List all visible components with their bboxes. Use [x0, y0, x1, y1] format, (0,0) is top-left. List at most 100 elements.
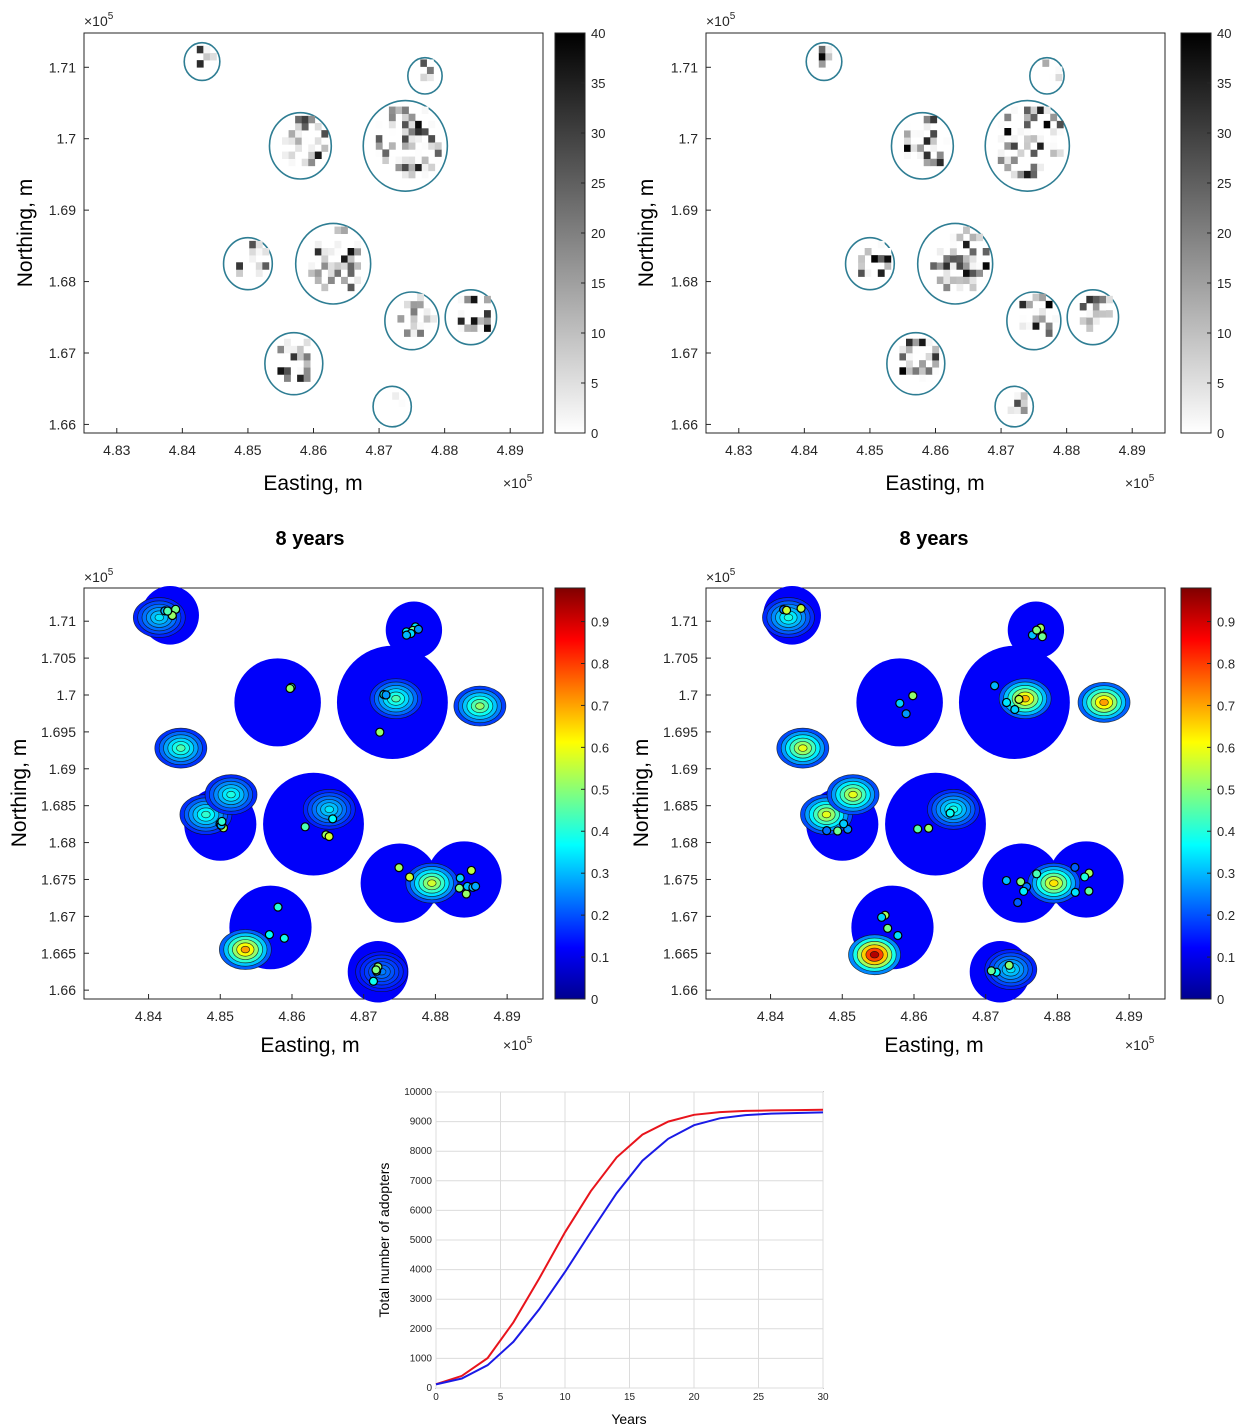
local-contour — [300, 822, 310, 832]
density-cell — [910, 130, 918, 138]
density-cell — [327, 262, 335, 270]
density-cell — [402, 156, 409, 165]
density-cell — [1037, 142, 1044, 150]
density-cell — [1030, 106, 1038, 115]
density-cell — [301, 115, 309, 124]
density-cell — [943, 276, 951, 285]
density-cell — [917, 151, 924, 160]
density-cell — [925, 353, 933, 361]
hotspot-contour — [848, 790, 858, 799]
density-cell — [403, 329, 411, 337]
density-cell — [209, 53, 217, 61]
colorbar-tick-label: 0.3 — [591, 866, 609, 881]
cluster-boundary — [1029, 56, 1065, 95]
density-cell — [899, 353, 907, 361]
local-contour — [1013, 897, 1023, 908]
cluster-boundary — [1006, 291, 1062, 351]
density-cell — [1010, 135, 1018, 143]
density-cell — [421, 170, 429, 179]
density-cell — [421, 156, 429, 165]
density-layer — [805, 41, 1120, 428]
density-cell — [1020, 392, 1028, 400]
density-cell — [327, 269, 335, 277]
density-cell — [290, 345, 298, 354]
local-contour — [1070, 862, 1080, 872]
colorbar-tick-label: 0 — [1217, 992, 1224, 1007]
local-contour — [1001, 697, 1012, 708]
panel-bottom: 0 5 10 15 20 25 30 0 1000 2000 3000 4000 5000 6000 700… — [376, 1087, 829, 1427]
colorbar-tick-label: 0.8 — [591, 656, 609, 671]
density-cell — [1052, 315, 1060, 323]
density-cell — [255, 262, 263, 270]
x-tick-label: 4.89 — [497, 442, 524, 458]
density-cell — [410, 300, 418, 309]
hotspot-contour — [201, 810, 211, 819]
density-cell — [395, 156, 403, 165]
y-tick-label: 1.66 — [671, 416, 698, 432]
density-cell — [949, 255, 957, 263]
local-contour — [273, 902, 283, 912]
series-lines — [435, 1108, 824, 1386]
gridlines — [435, 1091, 824, 1389]
density-cell — [1010, 142, 1018, 150]
density-cell — [997, 149, 1005, 157]
density-cell — [919, 374, 926, 382]
density-cell — [923, 123, 931, 131]
colorbar — [554, 587, 586, 1000]
region — [360, 843, 439, 923]
density-cell — [858, 255, 865, 263]
local-contour — [1016, 877, 1026, 887]
local-contour — [1032, 625, 1042, 635]
y-tick-label: 1.66 — [671, 982, 698, 998]
density-cell — [249, 240, 257, 249]
density-cell — [1004, 142, 1012, 150]
y-tick-label: 1000 — [410, 1353, 433, 1364]
density-cell — [402, 113, 409, 122]
x-tick-label: 4.84 — [135, 1008, 162, 1024]
density-cell — [426, 66, 434, 75]
density-cell — [1014, 406, 1022, 415]
density-cell — [1045, 300, 1053, 309]
density-cell — [421, 142, 429, 150]
density-cell — [483, 317, 491, 325]
local-contour — [1070, 887, 1080, 897]
density-cell — [430, 315, 438, 323]
density-cell — [288, 137, 296, 145]
density-cell — [930, 262, 938, 270]
density-cell — [341, 248, 348, 256]
density-cell — [997, 120, 1005, 129]
density-cell — [301, 137, 309, 145]
density-cell — [395, 163, 403, 172]
density-cell — [969, 233, 977, 242]
density-cell — [825, 45, 833, 54]
density-cell — [932, 353, 940, 361]
density-cell — [1010, 106, 1018, 115]
colorbar-tick-label: 0.2 — [1217, 908, 1235, 923]
density-cell — [415, 163, 422, 172]
x-tick-label: 5 — [498, 1392, 504, 1403]
hotspot-contour — [869, 951, 880, 959]
y-tick-label: 1.68 — [671, 274, 698, 290]
density-cell — [936, 255, 944, 263]
density-cell — [1043, 142, 1051, 150]
cluster-boundary — [294, 222, 372, 305]
local-contour — [924, 823, 934, 833]
density-cell — [314, 276, 322, 285]
density-cell — [905, 367, 913, 375]
density-cell — [912, 367, 920, 375]
density-cell — [470, 317, 478, 325]
density-cell — [1017, 113, 1025, 122]
density-cell — [375, 120, 383, 129]
density-cell — [956, 276, 964, 285]
density-cell — [1099, 303, 1107, 311]
density-cell — [303, 345, 311, 354]
density-cell — [1092, 303, 1100, 311]
density-cell — [477, 324, 485, 332]
cluster-boundary — [268, 111, 333, 180]
density-cell — [483, 310, 491, 318]
density-cell — [969, 283, 977, 292]
density-cell — [483, 295, 491, 304]
density-cell — [1030, 163, 1038, 172]
density-cell — [1024, 142, 1031, 150]
cluster-boundary — [805, 41, 843, 82]
